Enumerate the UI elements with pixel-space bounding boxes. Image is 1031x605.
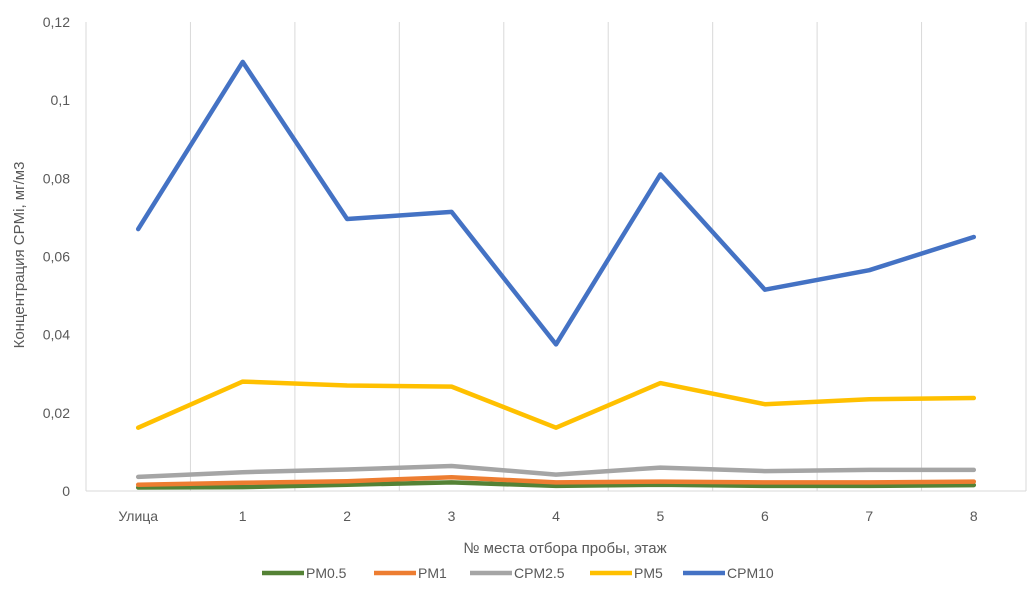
y-tick-label: 0,04	[43, 327, 70, 343]
legend-label: PM1	[418, 565, 447, 581]
legend-label: PM5	[634, 565, 663, 581]
series-line-pm5	[135, 379, 977, 430]
y-tick-label: 0,06	[43, 249, 70, 265]
y-axis-label: Концентрация СPMi, мг/м3	[11, 162, 28, 349]
legend-label: CPM2.5	[514, 565, 565, 581]
y-tick-label: 0,08	[43, 170, 70, 186]
x-axis-label: № места отбора пробы, этаж	[463, 540, 666, 557]
y-tick-label: 0,12	[43, 14, 70, 30]
x-tick-label: Улица	[118, 508, 158, 524]
y-tick-label: 0,1	[51, 92, 71, 108]
y-axis-ticks: 0 0,02 0,04 0,06 0,08 0,1 0,12	[43, 14, 70, 499]
x-tick-label: 3	[448, 508, 456, 524]
x-tick-label: 1	[239, 508, 247, 524]
series-line-pm05	[135, 480, 977, 490]
x-tick-label: 8	[970, 508, 978, 524]
series-lines	[135, 59, 977, 490]
x-axis-ticks: Улица 1 2 3 4 5 6 7 8	[118, 508, 978, 524]
gridlines	[85, 22, 1027, 492]
y-tick-label: 0	[62, 483, 70, 499]
x-tick-label: 6	[761, 508, 769, 524]
legend-label: CPM10	[727, 565, 774, 581]
x-tick-label: 7	[865, 508, 873, 524]
x-tick-label: 5	[657, 508, 665, 524]
y-tick-label: 0,02	[43, 405, 70, 421]
series-line-cpm10	[135, 59, 977, 347]
legend-label: PM0.5	[306, 565, 347, 581]
x-tick-label: 2	[343, 508, 351, 524]
series-line-pm1	[135, 475, 977, 487]
x-tick-label: 4	[552, 508, 560, 524]
series-line-cpm25	[135, 463, 977, 480]
legend: PM0.5 PM1 CPM2.5 PM5 CPM10	[262, 565, 774, 581]
